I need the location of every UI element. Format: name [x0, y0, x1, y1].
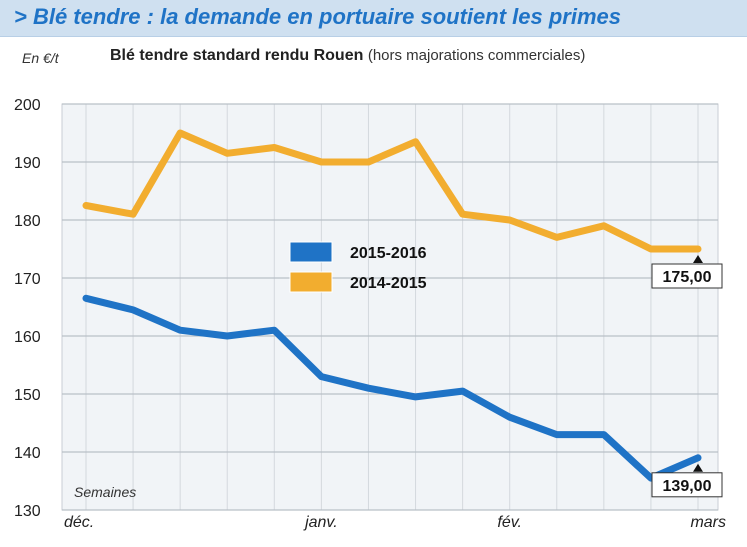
series-line-2014-2015: [82, 129, 702, 253]
y-tick-label: 140: [14, 445, 41, 462]
x-tick-label: janv.: [303, 514, 338, 531]
legend-label: 2015-2016: [350, 245, 427, 262]
end-marker-icon: [693, 463, 703, 472]
subtitle-main: Blé tendre standard rendu Rouen: [110, 47, 364, 64]
y-tick-label: 190: [14, 155, 41, 172]
unit-label: En €/t: [22, 50, 59, 66]
x-tick-label: déc.: [64, 514, 94, 531]
y-tick-label: 170: [14, 271, 41, 288]
end-value-box: [651, 263, 723, 289]
y-tick-label: 150: [14, 387, 41, 404]
end-marker-icon: [693, 255, 703, 263]
end-value-label: 175,00: [663, 269, 712, 286]
legend-label: 2014-2015: [350, 275, 427, 292]
legend-swatch: [289, 271, 333, 293]
x-tick-label: fév.: [497, 514, 522, 531]
chart-headline: > Blé tendre : la demande en portuaire s…: [14, 4, 621, 29]
subtitle-note: (hors majorations commerciales): [367, 47, 586, 64]
series-line-2015-2016: [82, 294, 702, 482]
y-tick-label: 130: [14, 503, 41, 520]
legend-swatch: [289, 241, 333, 263]
y-tick-label: 160: [14, 329, 41, 346]
header-banner: > Blé tendre : la demande en portuaire s…: [0, 0, 747, 37]
end-value-label: 139,00: [663, 478, 712, 495]
y-tick-label: 180: [14, 213, 41, 230]
x-axis-label: Semaines: [74, 484, 136, 500]
chart-subtitle: Blé tendre standard rendu Rouen (hors ma…: [110, 47, 585, 65]
x-tick-label: mars: [690, 514, 726, 531]
y-tick-label: 200: [14, 97, 41, 114]
end-value-box: [651, 472, 723, 498]
